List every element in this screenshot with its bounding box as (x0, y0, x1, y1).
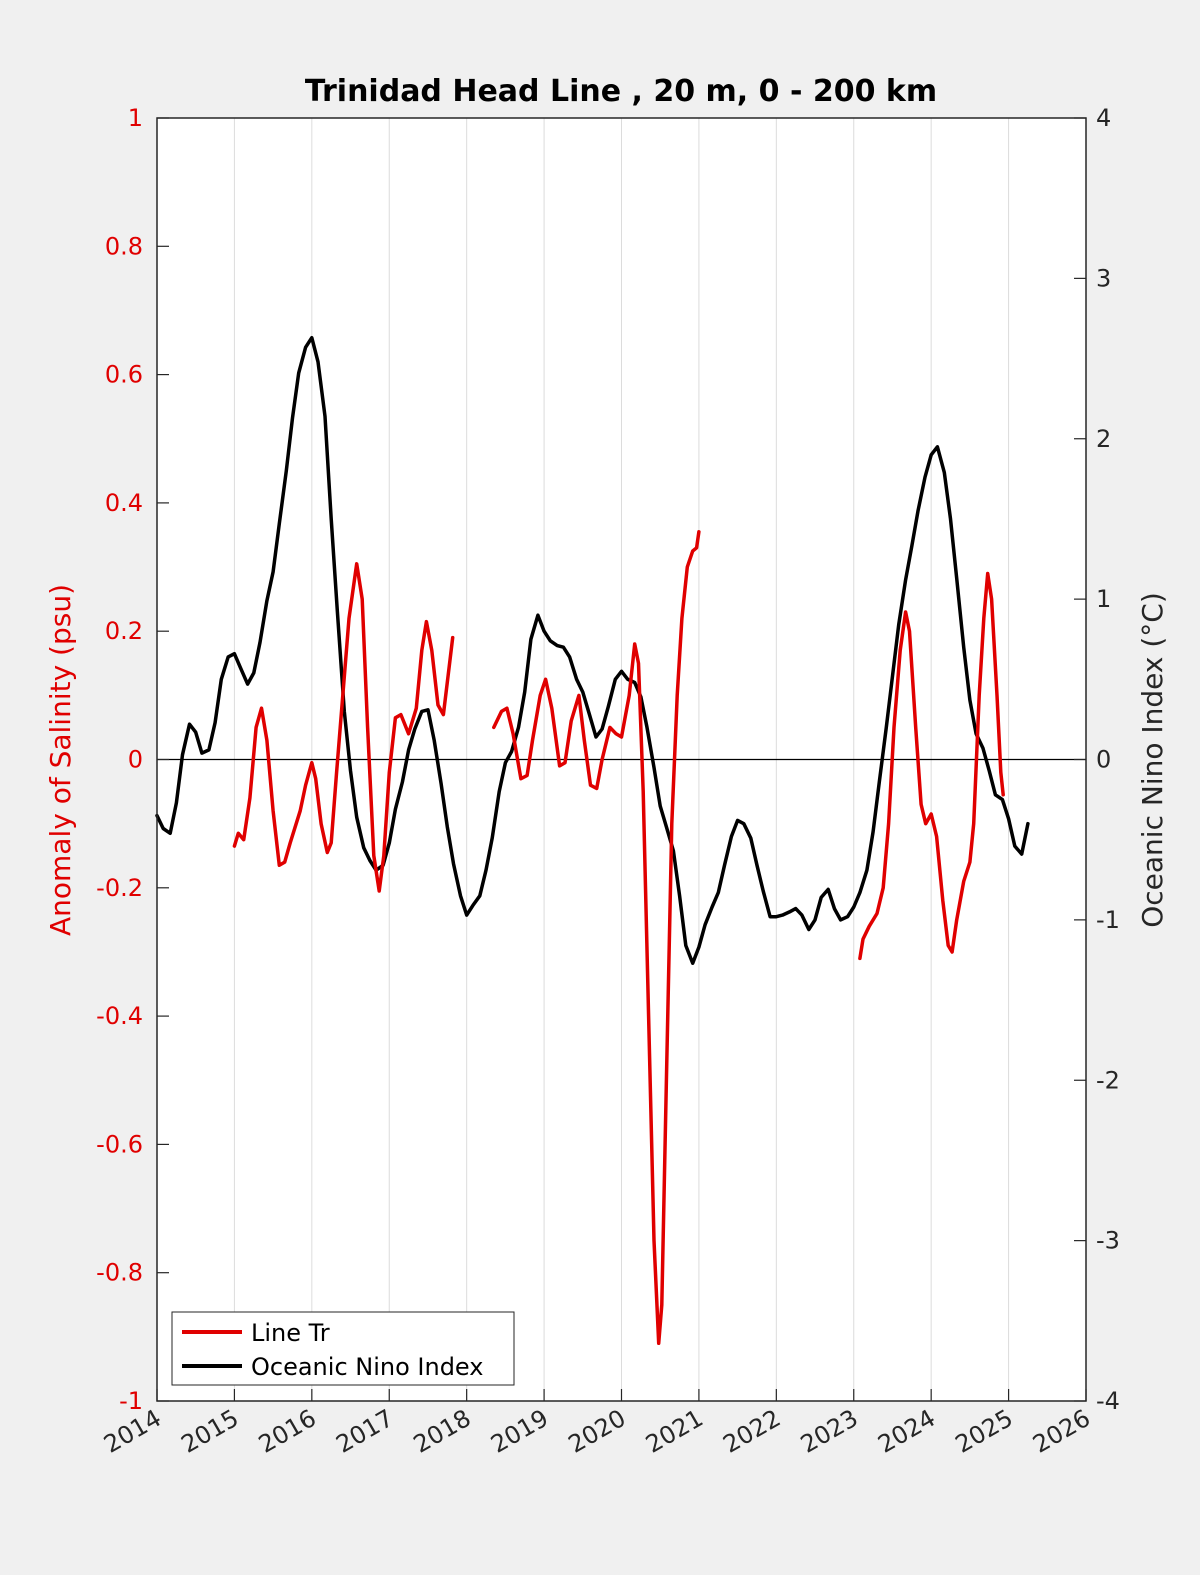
x-tick-label: 2017 (331, 1404, 398, 1459)
x-tick-label: 2018 (409, 1404, 476, 1459)
right-axis-label: Oceanic Nino Index (°C) (1136, 592, 1169, 928)
left-tick-label: 0.2 (105, 617, 143, 645)
left-tick-label: 0 (128, 746, 143, 774)
x-tick-label: 2020 (564, 1404, 631, 1459)
x-tick-label: 2023 (796, 1404, 863, 1459)
x-tick-label: 2019 (486, 1404, 553, 1459)
right-tick-label: 1 (1096, 585, 1111, 613)
x-tick-label: 2015 (177, 1404, 244, 1459)
right-axis: 4 3 2 1 0 -1 -2 -3 -4 (1074, 104, 1120, 1415)
right-tick-label: -2 (1096, 1066, 1120, 1094)
left-tick-label: 0.8 (105, 232, 143, 260)
series-layer (155, 335, 1030, 1346)
right-tick-label: 2 (1096, 425, 1111, 453)
left-tick-label: 0.6 (105, 361, 143, 389)
legend: Line Tr Oceanic Nino Index (171, 1311, 515, 1386)
legend-box (171, 1311, 515, 1386)
left-axis-label: Anomaly of Salinity (psu) (44, 584, 77, 936)
left-tick-label: -0.4 (96, 1002, 143, 1030)
x-tick-label: 2025 (951, 1404, 1018, 1459)
left-tick-label: 0.4 (105, 489, 143, 517)
x-tick-label: 2026 (1028, 1404, 1095, 1459)
right-tick-label: -3 (1096, 1227, 1120, 1255)
series-line-tr-segment-1 (492, 530, 701, 1346)
left-tick-label: 1 (128, 104, 143, 132)
series-oni-segment-0 (155, 335, 1030, 965)
x-tick-label: 2016 (254, 1404, 321, 1459)
left-tick-label: -0.6 (96, 1130, 143, 1158)
series-line-tr-segment-0 (232, 562, 455, 893)
left-axis: 1 0.8 0.6 0.4 0.2 0 -0.2 -0.4 -0.6 -0.8 -1 (96, 104, 169, 1415)
legend-label-oni: Oceanic Nino Index (251, 1353, 483, 1381)
chart-title: Trinidad Head Line , 20 m, 0 - 200 km (305, 74, 937, 109)
right-tick-label: 4 (1096, 104, 1111, 132)
right-tick-label: -1 (1096, 906, 1120, 934)
left-tick-label: -1 (119, 1387, 143, 1415)
legend-label-line-tr: Line Tr (251, 1319, 330, 1347)
left-tick-label: -0.8 (96, 1259, 143, 1287)
left-tick-label: -0.2 (96, 874, 143, 902)
right-tick-label: -4 (1096, 1387, 1120, 1415)
x-tick-label: 2022 (718, 1404, 785, 1459)
x-tick-label: 2021 (641, 1404, 708, 1459)
series-line-tr-segment-2 (858, 571, 1005, 961)
x-tick-label: 2024 (873, 1404, 940, 1459)
right-tick-label: 0 (1096, 746, 1111, 774)
right-tick-label: 3 (1096, 264, 1111, 292)
